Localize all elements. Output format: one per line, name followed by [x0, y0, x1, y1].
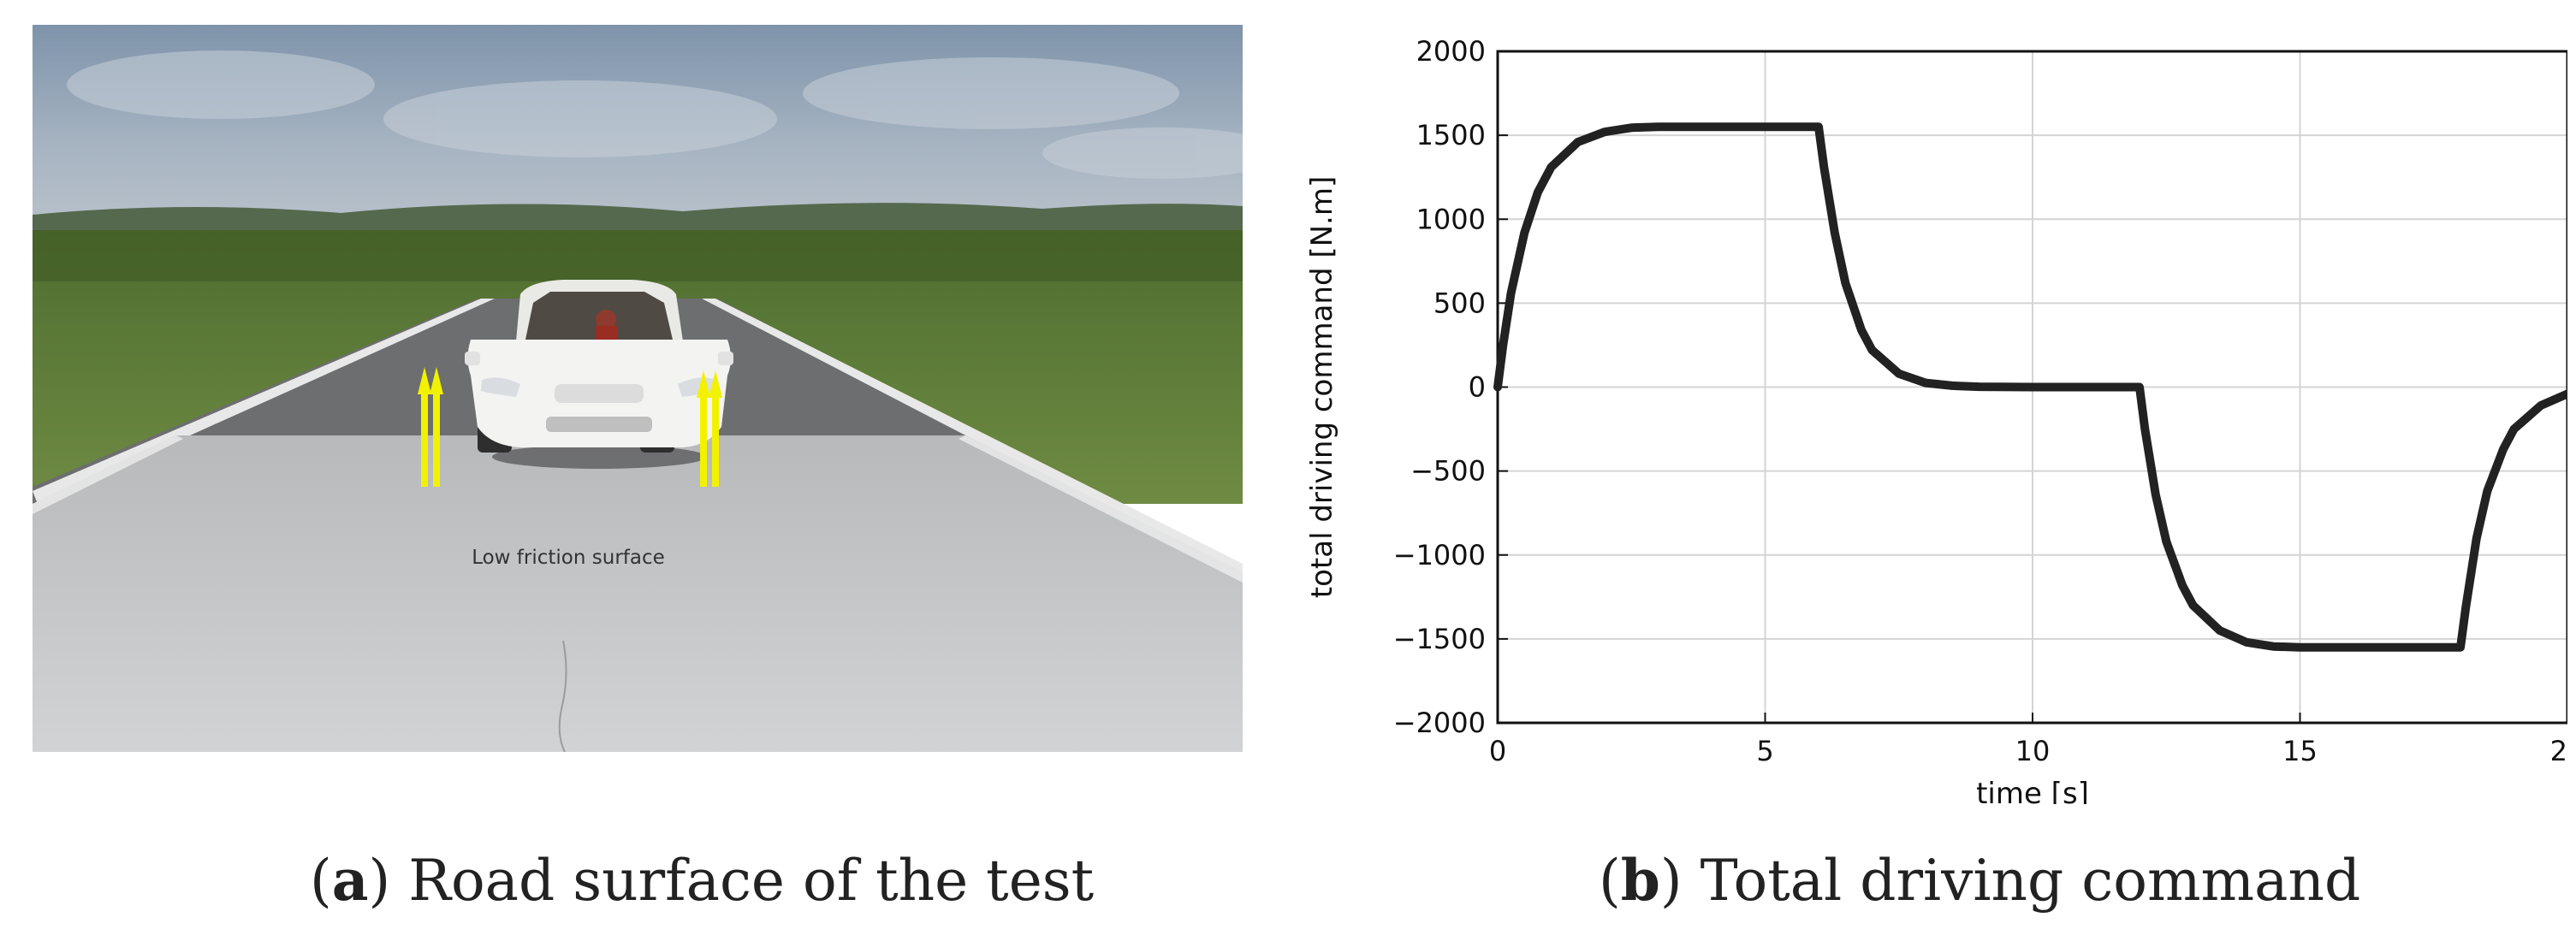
y-tick-label: −1500 [1393, 623, 1486, 655]
caption-a-text: Road surface of the test [408, 848, 1095, 914]
road-scene-image: Low friction surface [33, 25, 1243, 752]
x-axis-label: time [s] [1976, 777, 2089, 804]
x-tick-label: 20 [2550, 735, 2567, 767]
y-tick-label: −500 [1410, 455, 1486, 488]
caption-b-letter: b [1620, 847, 1660, 914]
x-tick-label: 15 [2282, 735, 2318, 767]
caption-b-text: Total driving command [1700, 848, 2361, 914]
x-tick-label: 5 [1756, 735, 1773, 767]
y-tick-label: −1000 [1393, 539, 1486, 571]
y-tick-label: 2000 [1416, 35, 1486, 68]
y-tick-label: 500 [1433, 287, 1486, 319]
clouds [67, 50, 1243, 179]
y-tick-label: −2000 [1393, 707, 1486, 739]
x-tick-label: 10 [2015, 735, 2051, 767]
caption-a: (a) Road surface of the test [310, 847, 1095, 914]
caption-b: (b) Total driving command [1599, 847, 2361, 914]
surface-crack [558, 640, 567, 752]
y-tick-label: 0 [1469, 371, 1486, 404]
x-tick-label: 0 [1489, 735, 1506, 767]
axis-ticks: 0 5 10 15 20 −2000 −1500 −1000 −500 0 500 1000 1500 2… [1393, 35, 2576, 767]
caption-a-letter: a [331, 847, 369, 914]
y-tick-label: 1000 [1416, 203, 1486, 235]
driving-command-line [1493, 122, 2572, 652]
y-tick-label: 1500 [1416, 119, 1486, 151]
y-axis-label: total driving command [N.m] [1305, 176, 1339, 598]
force-arrows-right [697, 370, 722, 487]
low-friction-surface [33, 435, 1243, 752]
low-friction-label: Low friction surface [472, 547, 665, 569]
car [465, 280, 733, 469]
series-layer [1493, 122, 2572, 652]
force-arrows-left [418, 367, 443, 487]
hills [33, 203, 1243, 239]
chart-grid [1498, 51, 2567, 723]
driving-command-chart: 0 5 10 15 20 −2000 −1500 −1000 −500 0 500 1000 1500 2… [1301, 17, 2576, 811]
